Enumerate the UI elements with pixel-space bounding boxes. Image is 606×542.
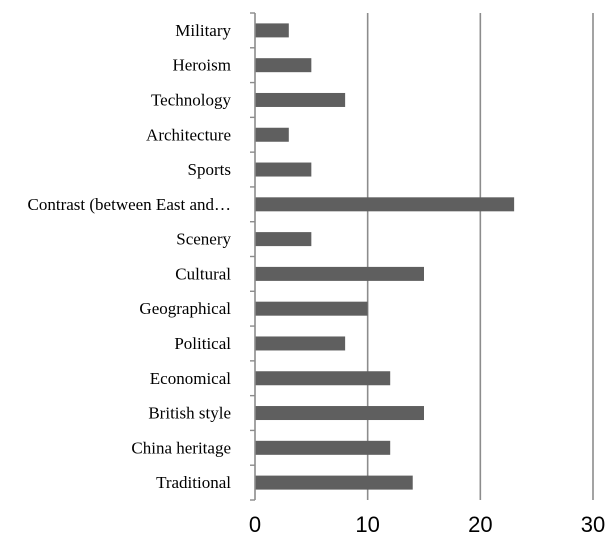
category-axis: [250, 12, 256, 501]
category-label: Traditional: [156, 473, 231, 492]
category-label: China heritage: [131, 438, 231, 457]
bar: [255, 58, 312, 73]
bar: [255, 162, 312, 177]
category-label: Heroism: [172, 56, 231, 75]
category-label: British style: [148, 404, 231, 423]
bar: [255, 371, 391, 386]
bar: [255, 475, 413, 490]
x-tick-label: 10: [355, 512, 379, 537]
category-label: Contrast (between East and…: [28, 195, 231, 214]
category-label: Cultural: [175, 264, 231, 283]
gridlines: [366, 13, 594, 500]
category-label: Geographical: [139, 299, 231, 318]
bar: [255, 232, 312, 247]
bar: [255, 197, 515, 212]
category-label: Technology: [151, 90, 232, 109]
x-tick-label: 0: [249, 512, 261, 537]
category-label: Military: [175, 21, 231, 40]
category-labels: Military Heroism Technology Architecture Spo…: [28, 21, 232, 492]
category-label: Sports: [188, 160, 231, 179]
bar: [255, 406, 424, 421]
value-axis-ticks: 0 10 20 30: [249, 512, 605, 537]
bar: [255, 92, 346, 107]
bar: [255, 127, 289, 142]
bar: [255, 301, 368, 316]
bar: [255, 23, 289, 38]
category-label: Scenery: [176, 230, 231, 249]
category-label: Economical: [150, 369, 231, 388]
category-label: Architecture: [146, 125, 231, 144]
bar: [255, 336, 346, 351]
bars: [255, 23, 515, 490]
x-tick-label: 30: [581, 512, 605, 537]
x-tick-label: 20: [468, 512, 492, 537]
bar: [255, 440, 391, 455]
category-label: Political: [174, 334, 231, 353]
bar: [255, 266, 424, 281]
